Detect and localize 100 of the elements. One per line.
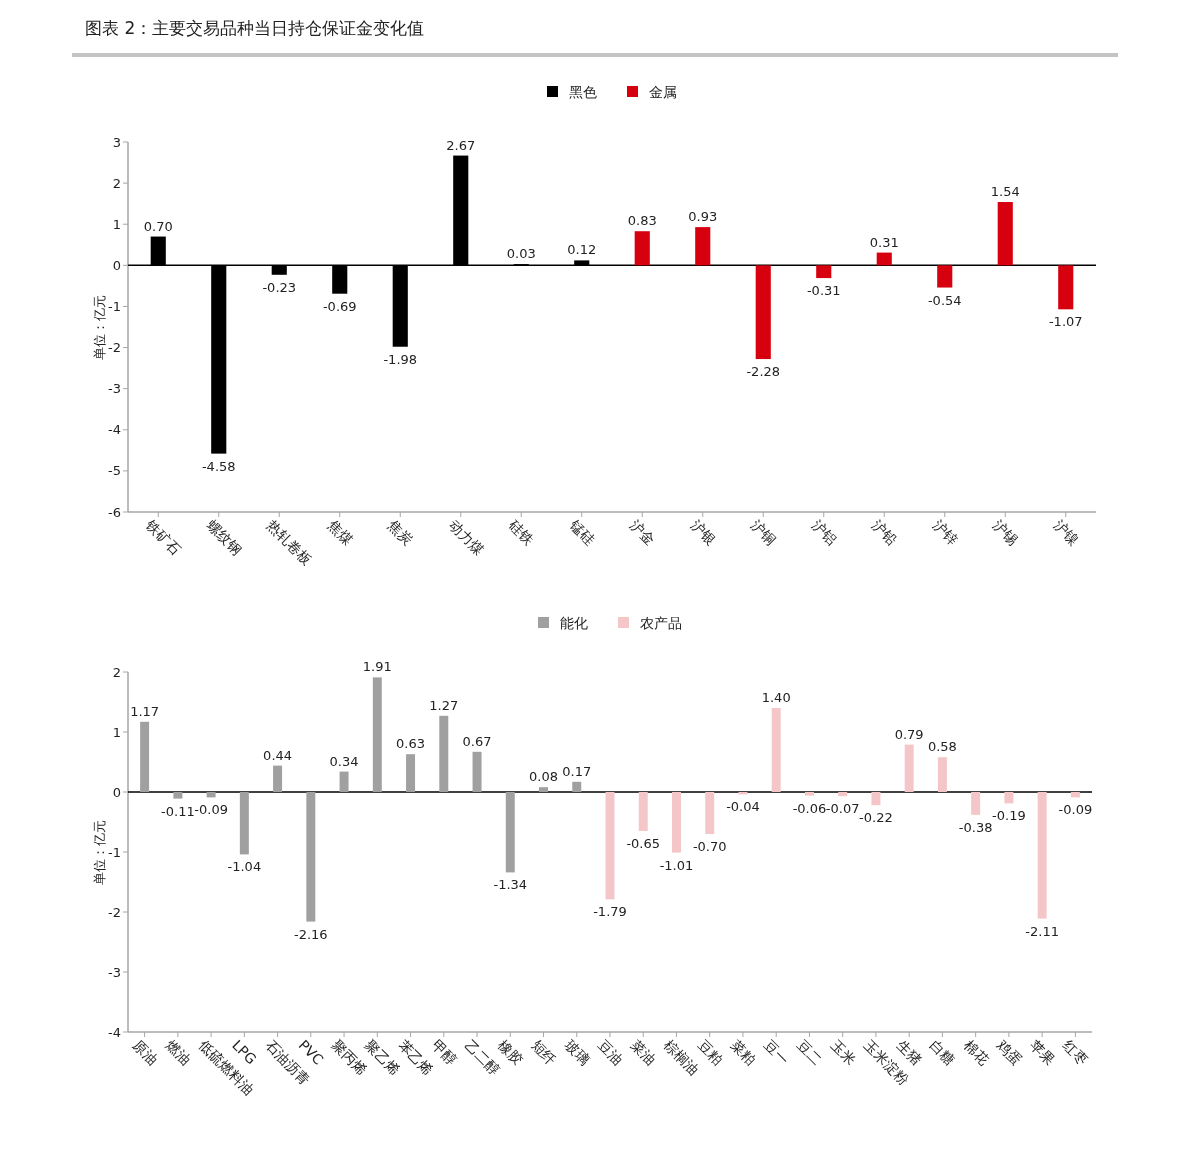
x-tick-label: 短纤 <box>528 1036 560 1068</box>
data-label: 0.03 <box>506 246 536 262</box>
bar <box>705 792 715 834</box>
bar <box>838 792 848 797</box>
bar <box>1004 792 1014 804</box>
bar <box>173 792 183 799</box>
x-tick-label: 鸡蛋 <box>993 1036 1025 1068</box>
x-tick-label: 玻璃 <box>561 1036 593 1068</box>
bar <box>472 751 482 792</box>
data-label: 0.12 <box>567 242 597 258</box>
bar <box>339 771 349 792</box>
bar <box>804 792 814 796</box>
data-label: -0.04 <box>726 799 760 815</box>
x-tick-label: 豆二 <box>794 1036 826 1068</box>
x-tick-label: 沪镍 <box>1050 516 1082 548</box>
data-label: -4.58 <box>201 458 236 474</box>
data-label: -0.65 <box>626 836 661 851</box>
data-label: 0.67 <box>462 733 492 749</box>
bar <box>871 792 881 806</box>
bar <box>771 708 781 792</box>
x-tick-label: 玉米 <box>827 1036 859 1068</box>
data-label: -1.07 <box>1048 314 1083 330</box>
y-tick-label: -2 <box>108 340 121 356</box>
bar <box>755 265 771 360</box>
bar <box>539 787 549 792</box>
x-tick-label: 豆油 <box>594 1036 626 1068</box>
data-label: -0.69 <box>322 298 357 314</box>
legend-label: 能化 <box>560 615 588 631</box>
y-tick-label: 2 <box>112 175 121 191</box>
bar <box>971 792 981 815</box>
data-label: -0.19 <box>992 808 1026 824</box>
x-tick-label: 螺纹钢 <box>203 516 245 558</box>
data-label: 1.17 <box>130 703 160 719</box>
bar <box>406 754 416 792</box>
data-label: -1.79 <box>593 904 627 920</box>
legend-label: 黑色 <box>569 84 597 100</box>
data-label: 1.40 <box>761 690 791 705</box>
x-tick-label: 沪铝 <box>808 516 840 548</box>
data-label: 0.34 <box>329 753 359 769</box>
data-label: -1.98 <box>383 351 418 367</box>
data-label: -0.54 <box>927 292 962 308</box>
bar <box>1070 792 1080 798</box>
data-label: -0.09 <box>194 802 228 818</box>
x-tick-label: 沪铜 <box>748 516 780 548</box>
y-axis-title: 单位：亿元 <box>92 294 107 360</box>
x-tick-label: 沪铅 <box>869 516 901 548</box>
bar <box>634 231 650 266</box>
bar <box>997 202 1013 266</box>
data-label: -0.07 <box>825 801 860 817</box>
bar <box>638 792 648 831</box>
x-tick-label: 菜粕 <box>727 1036 759 1068</box>
x-tick-label: 沪银 <box>687 516 719 548</box>
y-tick-label: -2 <box>108 904 121 920</box>
x-tick-label: 锰硅 <box>565 516 598 548</box>
y-tick-label: 0 <box>112 784 121 800</box>
bar <box>876 252 892 266</box>
x-tick-label: 燃油 <box>162 1036 194 1068</box>
data-label: -2.28 <box>746 364 781 380</box>
data-label: 0.31 <box>869 234 899 250</box>
data-label: -2.11 <box>1025 923 1059 939</box>
y-axis-title: 单位：亿元 <box>92 819 107 885</box>
bar <box>937 265 953 288</box>
data-label: -2.16 <box>294 926 328 942</box>
y-tick-label: -5 <box>108 463 121 479</box>
data-label: -0.23 <box>262 279 297 295</box>
bar <box>1037 792 1047 919</box>
y-tick-label: -1 <box>108 844 121 860</box>
y-tick-label: 2 <box>112 664 121 680</box>
bar <box>140 721 150 792</box>
x-tick-label: 棉花 <box>960 1036 992 1068</box>
data-label: 0.79 <box>894 726 924 742</box>
x-tick-label: 铁矿石 <box>142 516 185 558</box>
bar <box>816 265 832 279</box>
data-label: -1.01 <box>659 857 694 873</box>
bar <box>572 781 582 792</box>
data-label: 1.27 <box>429 697 459 713</box>
x-tick-label: 沪锡 <box>990 516 1022 548</box>
legend-label: 金属 <box>649 84 677 100</box>
y-tick-label: -6 <box>108 504 121 520</box>
bar <box>306 792 316 922</box>
bar <box>206 792 216 798</box>
data-label: -0.09 <box>1058 802 1093 818</box>
x-tick-label: 白糖 <box>927 1036 959 1068</box>
y-tick-label: -4 <box>108 422 121 438</box>
data-label: 0.08 <box>529 769 558 785</box>
x-tick-label: 沪金 <box>627 516 659 548</box>
x-tick-label: 焦煤 <box>324 516 356 548</box>
x-tick-label: 菜油 <box>628 1036 660 1068</box>
data-label: 0.17 <box>562 763 592 779</box>
bar <box>695 227 711 266</box>
bar <box>1058 265 1074 310</box>
data-label: 2.67 <box>446 137 476 153</box>
data-label: 0.83 <box>627 213 657 229</box>
y-tick-label: -3 <box>108 381 121 397</box>
y-tick-label: -4 <box>108 1024 121 1040</box>
bar <box>937 757 947 792</box>
x-tick-label: 动力煤 <box>445 516 487 558</box>
data-label: -0.70 <box>692 839 727 854</box>
y-tick-label: 1 <box>112 216 121 232</box>
bar <box>239 792 249 855</box>
